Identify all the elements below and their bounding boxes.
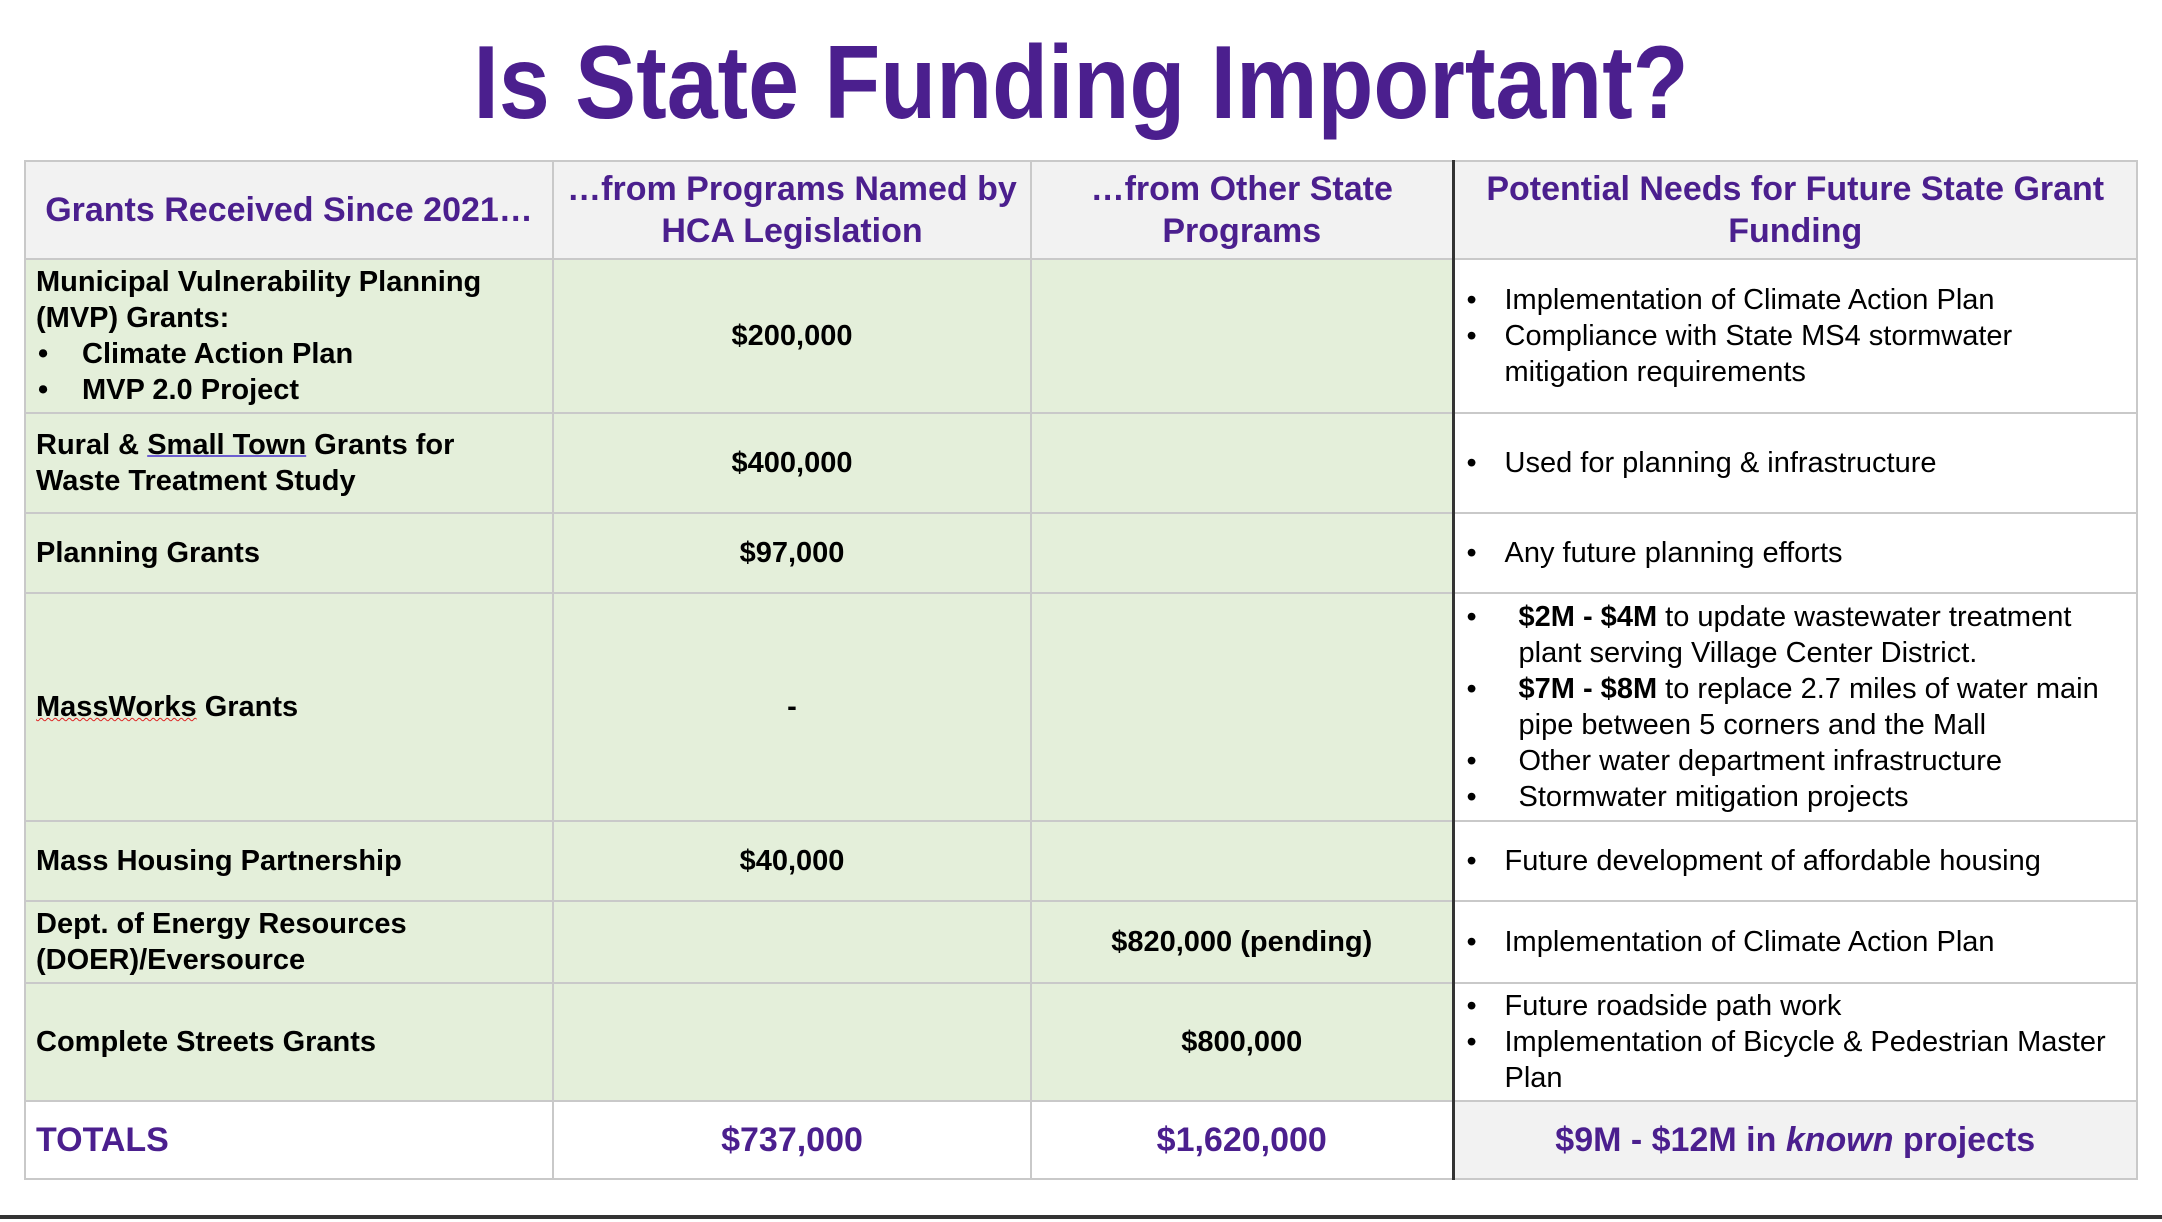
funding-table: Grants Received Since 2021… …from Progra… [24,160,2138,1180]
row-label-part: Grants for Waste Treatment Study [36,429,455,497]
needs-list: Any future planning efforts [1465,535,2127,571]
totals-hca: $737,000 [552,1100,1032,1180]
other-amount [1030,512,1454,594]
header-other-programs: …from Other State Programs [1030,160,1454,260]
row-label-misspelled: MassWorks [36,691,197,723]
list-item: Future roadside path work [1467,988,2127,1024]
row-label-text: Municipal Vulnerability Planning (MVP) G… [36,266,482,334]
needs-list: $2M - $4M to update wastewater treatment… [1465,599,2127,815]
list-item-text: to replace 2.7 miles of water main pipe … [1518,673,2099,741]
header-hca-programs: …from Programs Named by HCA Legislation [552,160,1032,260]
list-item: Stormwater mitigation projects [1467,779,2127,815]
row-label: Dept. of Energy Resources (DOER)/Eversou… [24,900,554,984]
list-item: Implementation of Bicycle & Pedestrian M… [1467,1024,2127,1096]
list-item: Future development of affordable housing [1467,843,2127,879]
other-amount [1030,258,1454,414]
row-label-part: Grants [196,691,299,723]
row-label: Mass Housing Partnership [24,820,554,902]
row-label: Planning Grants [24,512,554,594]
other-amount: $820,000 (pending) [1030,900,1454,984]
hca-amount: $97,000 [552,512,1032,594]
list-item-text: to update wastewater treatment plant ser… [1518,601,2072,669]
other-amount: $800,000 [1030,982,1454,1102]
totals-needs-part: $9M - $12M in [1555,1120,1786,1159]
list-item: $2M - $4M to update wastewater treatment… [1467,599,2127,671]
list-item: MVP 2.0 Project [38,372,542,408]
needs-cell: Future development of affordable housing [1451,820,2138,902]
list-item: Climate Action Plan [38,336,542,372]
cost-range: $2M - $4M [1518,601,1658,633]
table-row: Rural & Small Town Grants for Waste Trea… [24,412,2138,514]
needs-cell: Implementation of Climate Action Plan Co… [1451,258,2138,414]
needs-cell: Implementation of Climate Action Plan [1451,900,2138,984]
needs-cell: Any future planning efforts [1451,512,2138,594]
hca-amount: - [552,592,1032,822]
row-label: Municipal Vulnerability Planning (MVP) G… [24,258,554,414]
table-header-row: Grants Received Since 2021… …from Progra… [24,160,2138,260]
table-row: Planning Grants $97,000 Any future plann… [24,512,2138,594]
header-potential-needs: Potential Needs for Future State Grant F… [1451,160,2138,260]
needs-list: Future roadside path work Implementation… [1465,988,2127,1096]
needs-cell: Future roadside path work Implementation… [1451,982,2138,1102]
needs-cell: $2M - $4M to update wastewater treatment… [1451,592,2138,822]
list-item: Implementation of Climate Action Plan [1467,282,2127,318]
hca-amount [552,982,1032,1102]
row-label: Complete Streets Grants [24,982,554,1102]
bottom-divider [0,1215,2162,1219]
needs-list: Used for planning & infrastructure [1465,445,2127,481]
row-label-underlined: Small Town [147,429,307,461]
list-item: Compliance with State MS4 stormwater mit… [1467,318,2127,390]
table-row: Dept. of Energy Resources (DOER)/Eversou… [24,900,2138,984]
row-label-part: Rural & [36,429,148,461]
hca-amount [552,900,1032,984]
totals-row: TOTALS $737,000 $1,620,000 $9M - $12M in… [24,1100,2138,1180]
hca-amount: $40,000 [552,820,1032,902]
other-amount [1030,592,1454,822]
page-title: Is State Funding Important? [473,25,1689,141]
list-item: Used for planning & infrastructure [1467,445,2127,481]
needs-cell: Used for planning & infrastructure [1451,412,2138,514]
row-label: Rural & Small Town Grants for Waste Trea… [24,412,554,514]
other-amount [1030,820,1454,902]
table-row: MassWorks Grants - $2M - $4M to update w… [24,592,2138,822]
list-item: Implementation of Climate Action Plan [1467,924,2127,960]
row-label: MassWorks Grants [24,592,554,822]
totals-needs-emphasis: known [1785,1120,1894,1159]
other-amount [1030,412,1454,514]
hca-amount: $200,000 [552,258,1032,414]
list-item: Other water department infrastructure [1467,743,2127,779]
needs-list: Future development of affordable housing [1465,843,2127,879]
needs-list: Implementation of Climate Action Plan [1465,924,2127,960]
table-row: Municipal Vulnerability Planning (MVP) G… [24,258,2138,414]
totals-needs: $9M - $12M in known projects [1451,1100,2138,1180]
list-item: Any future planning efforts [1467,535,2127,571]
totals-needs-part: projects [1893,1120,2036,1159]
totals-label: TOTALS [24,1100,554,1180]
totals-other: $1,620,000 [1030,1100,1454,1180]
needs-list: Implementation of Climate Action Plan Co… [1465,282,2127,390]
list-item: $7M - $8M to replace 2.7 miles of water … [1467,671,2127,743]
row-sub-list: Climate Action Plan MVP 2.0 Project [36,336,542,408]
cost-range: $7M - $8M [1518,673,1658,705]
table-row: Complete Streets Grants $800,000 Future … [24,982,2138,1102]
hca-amount: $400,000 [552,412,1032,514]
header-grants-received: Grants Received Since 2021… [24,160,554,260]
table-row: Mass Housing Partnership $40,000 Future … [24,820,2138,902]
